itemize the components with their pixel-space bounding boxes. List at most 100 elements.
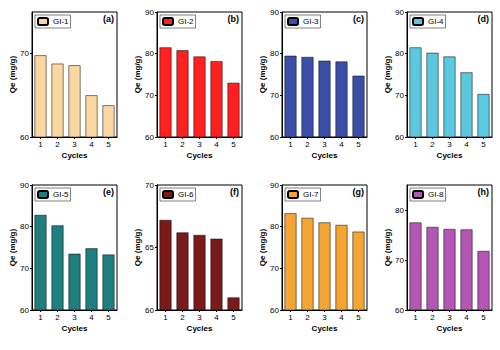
- svg-text:1: 1: [163, 313, 168, 322]
- svg-text:(d): (d): [478, 14, 490, 24]
- svg-text:80: 80: [270, 222, 279, 231]
- svg-text:1: 1: [163, 140, 168, 149]
- svg-text:Cycles: Cycles: [62, 151, 88, 160]
- svg-text:(g): (g): [353, 187, 365, 197]
- svg-text:90: 90: [270, 8, 279, 17]
- svg-text:90: 90: [145, 8, 154, 17]
- svg-text:1: 1: [38, 313, 43, 322]
- svg-text:3: 3: [197, 313, 202, 322]
- svg-text:GI-2: GI-2: [178, 17, 194, 26]
- svg-text:5: 5: [231, 313, 236, 322]
- svg-text:60: 60: [395, 306, 404, 315]
- svg-text:70: 70: [20, 264, 29, 273]
- svg-text:5: 5: [356, 140, 361, 149]
- svg-text:70: 70: [270, 91, 279, 100]
- svg-text:3: 3: [197, 140, 202, 149]
- svg-text:Qe (mg/g): Qe (mg/g): [133, 56, 142, 94]
- svg-text:GI-1: GI-1: [53, 17, 69, 26]
- svg-text:70: 70: [395, 91, 404, 100]
- svg-text:2: 2: [305, 313, 310, 322]
- svg-text:1: 1: [413, 140, 418, 149]
- svg-text:70: 70: [145, 91, 154, 100]
- svg-text:3: 3: [322, 313, 327, 322]
- svg-text:Cycles: Cycles: [187, 151, 213, 160]
- svg-text:3: 3: [447, 140, 452, 149]
- svg-text:4: 4: [464, 313, 469, 322]
- svg-text:80: 80: [270, 49, 279, 58]
- svg-text:Qe (mg/g): Qe (mg/g): [258, 229, 267, 267]
- svg-text:65: 65: [145, 243, 154, 252]
- svg-text:60: 60: [145, 133, 154, 142]
- svg-text:5: 5: [231, 140, 236, 149]
- svg-text:5: 5: [106, 313, 111, 322]
- svg-text:70: 70: [395, 256, 404, 265]
- svg-text:Cycles: Cycles: [187, 324, 213, 333]
- svg-text:2: 2: [180, 140, 185, 149]
- svg-text:60: 60: [20, 133, 29, 142]
- svg-text:60: 60: [270, 306, 279, 315]
- svg-text:4: 4: [214, 313, 219, 322]
- svg-text:60: 60: [395, 133, 404, 142]
- svg-text:80: 80: [145, 49, 154, 58]
- svg-text:(a): (a): [103, 14, 114, 24]
- svg-text:4: 4: [339, 313, 344, 322]
- svg-text:4: 4: [89, 313, 94, 322]
- svg-text:90: 90: [395, 8, 404, 17]
- svg-text:GI-4: GI-4: [428, 17, 444, 26]
- svg-text:3: 3: [72, 140, 77, 149]
- svg-text:5: 5: [481, 140, 486, 149]
- svg-text:90: 90: [270, 181, 279, 190]
- svg-text:80: 80: [395, 206, 404, 215]
- svg-text:60: 60: [145, 306, 154, 315]
- svg-text:2: 2: [430, 140, 435, 149]
- svg-text:70: 70: [145, 181, 154, 190]
- svg-text:1: 1: [288, 313, 293, 322]
- svg-text:80: 80: [20, 222, 29, 231]
- svg-text:(c): (c): [353, 14, 364, 24]
- svg-text:2: 2: [305, 140, 310, 149]
- svg-text:1: 1: [38, 140, 43, 149]
- svg-text:4: 4: [214, 140, 219, 149]
- svg-text:(h): (h): [478, 187, 490, 197]
- svg-text:80: 80: [395, 49, 404, 58]
- svg-text:70: 70: [270, 264, 279, 273]
- svg-text:Qe (mg/g): Qe (mg/g): [133, 229, 142, 267]
- svg-text:Cycles: Cycles: [62, 324, 88, 333]
- svg-text:Qe (mg/g): Qe (mg/g): [8, 229, 17, 267]
- svg-text:Cycles: Cycles: [437, 324, 463, 333]
- svg-text:1: 1: [288, 140, 293, 149]
- svg-text:2: 2: [180, 313, 185, 322]
- svg-text:2: 2: [55, 140, 60, 149]
- svg-text:4: 4: [464, 140, 469, 149]
- svg-text:GI-5: GI-5: [53, 190, 69, 199]
- svg-text:GI-6: GI-6: [178, 190, 194, 199]
- svg-text:GI-8: GI-8: [428, 190, 444, 199]
- svg-text:5: 5: [356, 313, 361, 322]
- svg-text:Qe (mg/g): Qe (mg/g): [383, 229, 392, 267]
- svg-text:Cycles: Cycles: [437, 151, 463, 160]
- svg-text:2: 2: [55, 313, 60, 322]
- svg-text:Qe (mg/g): Qe (mg/g): [258, 56, 267, 94]
- svg-text:4: 4: [339, 140, 344, 149]
- svg-text:5: 5: [481, 313, 486, 322]
- svg-text:(b): (b): [228, 14, 240, 24]
- svg-text:60: 60: [20, 306, 29, 315]
- svg-text:Cycles: Cycles: [312, 324, 338, 333]
- svg-text:5: 5: [106, 140, 111, 149]
- svg-text:Cycles: Cycles: [312, 151, 338, 160]
- svg-text:1: 1: [413, 313, 418, 322]
- svg-text:3: 3: [322, 140, 327, 149]
- svg-text:60: 60: [270, 133, 279, 142]
- svg-text:GI-7: GI-7: [303, 190, 319, 199]
- svg-text:3: 3: [447, 313, 452, 322]
- svg-text:Qe (mg/g): Qe (mg/g): [383, 56, 392, 94]
- svg-text:90: 90: [20, 181, 29, 190]
- svg-text:3: 3: [72, 313, 77, 322]
- svg-text:70: 70: [20, 49, 29, 58]
- svg-text:4: 4: [89, 140, 94, 149]
- svg-text:GI-3: GI-3: [303, 17, 319, 26]
- svg-text:Qe (mg/g): Qe (mg/g): [8, 56, 17, 94]
- svg-text:(f): (f): [230, 187, 239, 197]
- svg-text:(e): (e): [103, 187, 114, 197]
- svg-text:2: 2: [430, 313, 435, 322]
